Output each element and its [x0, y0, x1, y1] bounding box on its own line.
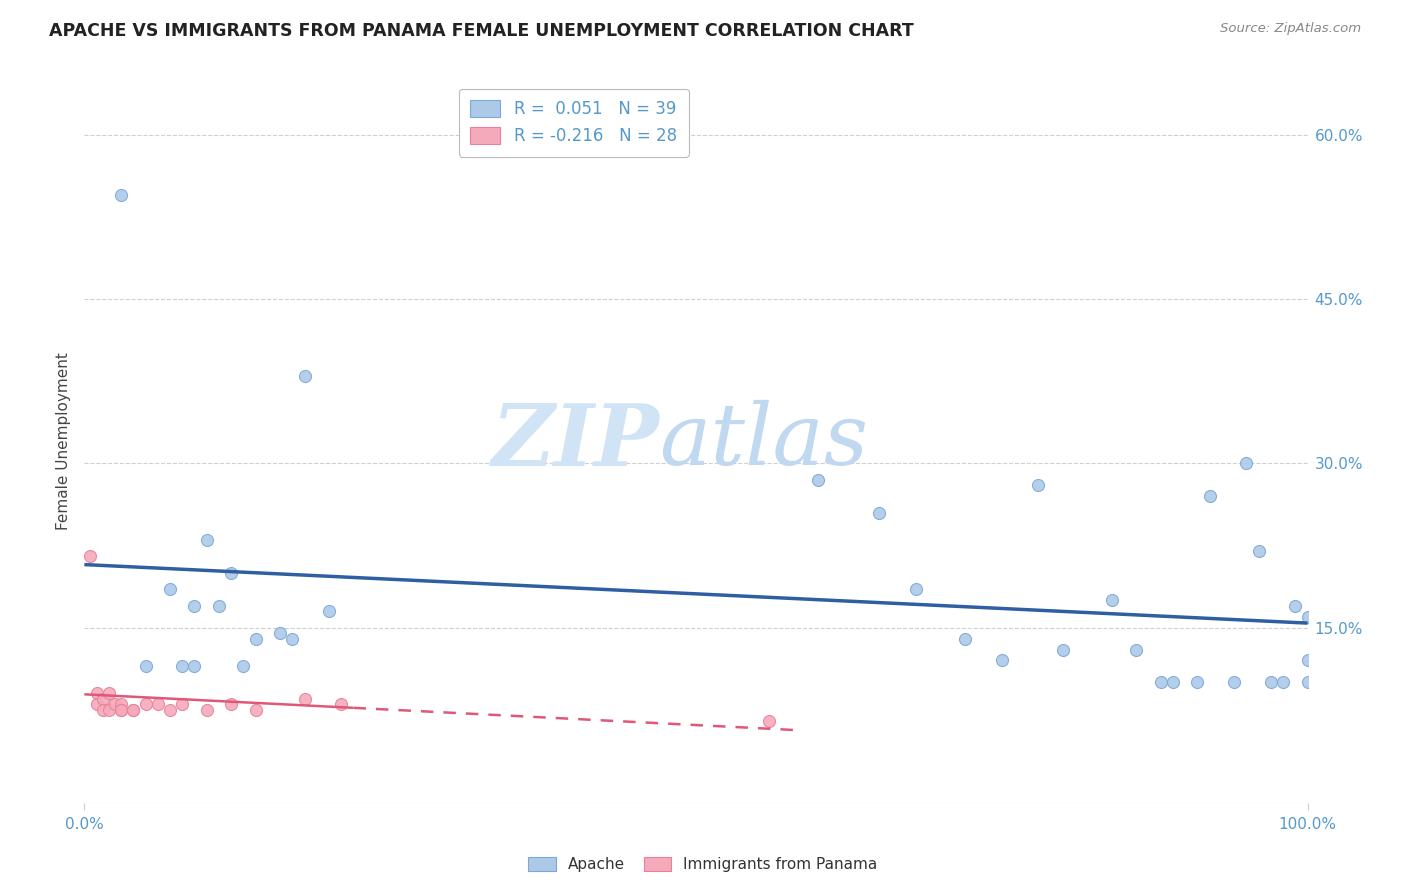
- Point: [758, 714, 780, 728]
- Point: [1296, 653, 1319, 667]
- Text: atlas: atlas: [659, 401, 869, 483]
- Point: [110, 698, 132, 712]
- Legend: R =  0.051   N = 39, R = -0.216   N = 28: R = 0.051 N = 39, R = -0.216 N = 28: [458, 88, 689, 157]
- Point: [807, 473, 830, 487]
- Point: [159, 703, 181, 717]
- Point: [330, 698, 353, 712]
- Point: [245, 632, 267, 646]
- Point: [208, 599, 231, 613]
- Point: [1161, 675, 1184, 690]
- Point: [1187, 675, 1209, 690]
- Point: [122, 703, 145, 717]
- Point: [97, 703, 120, 717]
- Point: [245, 703, 267, 717]
- Point: [146, 698, 169, 712]
- Point: [110, 703, 132, 717]
- Text: ZIP: ZIP: [492, 400, 659, 483]
- Point: [219, 698, 242, 712]
- Point: [953, 632, 976, 646]
- Point: [135, 659, 157, 673]
- Legend: Apache, Immigrants from Panama: Apache, Immigrants from Panama: [520, 849, 886, 880]
- Point: [159, 582, 181, 597]
- Point: [1236, 457, 1258, 471]
- Point: [281, 632, 304, 646]
- Point: [122, 703, 145, 717]
- Point: [991, 653, 1014, 667]
- Point: [318, 604, 340, 618]
- Point: [135, 698, 157, 712]
- Point: [1223, 675, 1246, 690]
- Point: [79, 549, 101, 564]
- Point: [1101, 593, 1123, 607]
- Point: [183, 659, 205, 673]
- Point: [110, 188, 132, 202]
- Point: [1198, 489, 1220, 503]
- Point: [110, 703, 132, 717]
- Point: [1272, 675, 1295, 690]
- Point: [1247, 544, 1270, 558]
- Point: [1028, 478, 1050, 492]
- Point: [1284, 599, 1306, 613]
- Point: [172, 659, 194, 673]
- Point: [97, 686, 120, 700]
- Point: [91, 703, 114, 717]
- Point: [219, 566, 242, 580]
- Point: [1296, 609, 1319, 624]
- Point: [905, 582, 928, 597]
- Point: [86, 698, 108, 712]
- Point: [1296, 675, 1319, 690]
- Point: [183, 599, 205, 613]
- Point: [269, 626, 291, 640]
- Point: [869, 506, 891, 520]
- Point: [1150, 675, 1173, 690]
- Point: [1260, 675, 1282, 690]
- Point: [86, 686, 108, 700]
- Point: [294, 368, 316, 383]
- Text: APACHE VS IMMIGRANTS FROM PANAMA FEMALE UNEMPLOYMENT CORRELATION CHART: APACHE VS IMMIGRANTS FROM PANAMA FEMALE …: [49, 22, 914, 40]
- Point: [232, 659, 254, 673]
- Point: [1125, 642, 1147, 657]
- Text: Source: ZipAtlas.com: Source: ZipAtlas.com: [1220, 22, 1361, 36]
- Point: [195, 533, 218, 547]
- Point: [1052, 642, 1074, 657]
- Point: [294, 691, 316, 706]
- Point: [91, 691, 114, 706]
- Point: [195, 703, 218, 717]
- Point: [172, 698, 194, 712]
- Y-axis label: Female Unemployment: Female Unemployment: [56, 352, 72, 531]
- Point: [104, 698, 127, 712]
